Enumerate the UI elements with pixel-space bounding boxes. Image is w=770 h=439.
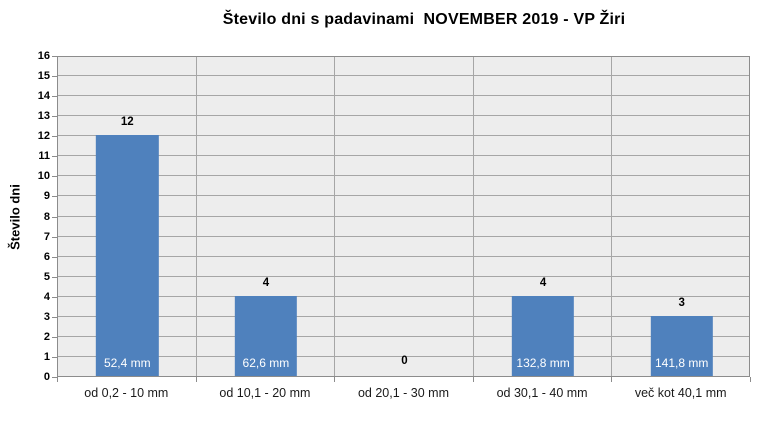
y-tick-label: 7 [43,230,50,243]
bar: 141,8 mm [650,315,713,376]
gridline-horizontal [58,75,749,77]
y-axis-tick [52,156,57,158]
bar-column: 62,6 mm 4 [197,57,336,376]
bar-mm-label: 141,8 mm [655,356,709,370]
bar-column: 132,8 mm 4 [474,57,613,376]
bar: 62,6 mm [234,295,298,376]
y-axis-tick [52,276,57,278]
gridline-horizontal [58,95,749,97]
y-tick-label: 16 [37,50,50,62]
category-label: od 10,1 - 20 mm [219,386,311,400]
bar: 52,4 mm [96,135,159,376]
bar-value-label: 4 [262,276,270,289]
gridline-horizontal [58,355,749,357]
x-axis-tick [57,377,58,382]
x-axis-tick [611,377,612,382]
gridline-horizontal [58,295,749,297]
gridline-horizontal [58,335,749,337]
y-tick-label: 3 [43,310,50,323]
gridline-horizontal [58,275,749,277]
gridline-horizontal [58,175,749,177]
y-tick-label: 13 [37,110,50,123]
x-axis-tick [473,377,474,382]
y-axis-tick [52,256,57,258]
y-tick-label: 4 [43,290,50,303]
bar-column: 0 [335,57,474,376]
y-tick-label: 2 [43,330,50,343]
y-tick-label: 8 [43,210,50,223]
bar-value-label: 4 [539,276,547,289]
category-label: od 20,1 - 30 mm [357,386,449,400]
bar-column: 52,4 mm 12 [58,57,197,376]
bar: 132,8 mm [511,295,575,376]
y-tick-label: 10 [37,170,50,183]
y-axis-tick [52,96,57,98]
bar-value-label: 3 [678,296,685,309]
gridline-horizontal [58,235,749,237]
plot-area: 52,4 mm 12 62,6 mm 4 0 132,8 mm 4 141,8 mm 3 [57,56,750,377]
y-axis-tick [52,136,57,138]
category-label: več kot 40,1 mm [634,386,727,400]
bar-value-label: 0 [401,355,408,367]
gridline-horizontal [58,195,749,197]
bar-mm-label: 62,6 mm [242,356,290,370]
chart-title: Število dni s padavinami NOVEMBER 2019 -… [222,11,626,28]
y-axis-tick [52,76,57,78]
y-axis-tick [52,56,57,57]
gridline-horizontal [58,215,749,217]
bar-value-label: 12 [120,116,134,129]
gridline-vertical [334,57,336,376]
y-tick-label: 11 [38,150,50,163]
y-axis-tick [52,116,57,118]
y-tick-label: 14 [37,90,50,103]
y-axis-tick [52,336,57,338]
x-axis-tick [334,377,335,382]
y-tick-label: 5 [43,270,50,283]
category-label: od 0,2 - 10 mm [84,386,169,400]
gridline-horizontal [58,155,749,157]
y-axis-tick [52,356,57,358]
gridline-horizontal [58,315,749,317]
y-axis-tick [52,196,57,198]
y-axis-tick [52,296,57,298]
y-axis-tick [52,377,57,378]
y-tick-label: 9 [43,190,50,203]
y-axis-tick [52,216,57,218]
gridline-vertical [611,57,613,376]
x-axis-tick [196,377,197,382]
y-tick-label: 0 [43,371,50,383]
bar-column: 141,8 mm 3 [612,57,751,376]
category-label: od 30,1 - 40 mm [496,386,588,400]
gridline-vertical [195,57,197,376]
gridline-horizontal [58,115,749,117]
bar-mm-label: 52,4 mm [103,356,151,370]
y-axis-tick [52,236,57,238]
y-axis-tick [52,176,57,178]
gridline-vertical [472,57,474,376]
y-tick-label: 6 [43,250,50,263]
y-tick-label: 15 [37,70,50,83]
gridline-horizontal [58,255,749,257]
y-tick-label: 1 [43,350,50,363]
y-tick-label: 12 [37,130,50,143]
y-axis-tick [52,316,57,318]
bar-mm-label: 132,8 mm [516,356,570,370]
gridline-horizontal [58,135,749,137]
x-axis-tick [750,377,751,382]
